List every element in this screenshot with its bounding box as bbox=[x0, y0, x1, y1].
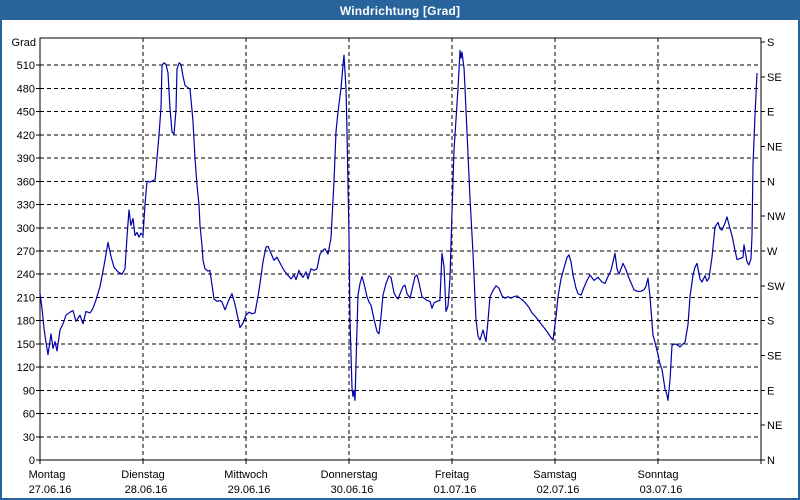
y-right-tick-label: S bbox=[767, 316, 774, 328]
y-left-tick-label: 360 bbox=[17, 176, 35, 188]
y-right-tick-label: N bbox=[767, 176, 775, 188]
page-title: Windrichtung [Grad] bbox=[339, 4, 461, 18]
y-left-tick-label: 450 bbox=[17, 107, 35, 119]
y-left-tick-label: 420 bbox=[17, 130, 35, 142]
y-right-tick-label: W bbox=[767, 246, 778, 258]
x-date-label: 02.07.16 bbox=[537, 484, 580, 496]
x-date-label: 01.07.16 bbox=[434, 484, 477, 496]
y-right-tick-label: SW bbox=[767, 281, 785, 293]
chart-canvas: 0 30 60 90 120 150 180 210 240 270 300 330 360 390 420… bbox=[12, 37, 786, 496]
wind-direction-chart: 0 30 60 90 120 150 180 210 240 270 300 330 360 390 420… bbox=[2, 20, 798, 498]
x-day-label: Freitag bbox=[435, 469, 469, 481]
x-day-label: Samstag bbox=[533, 469, 576, 481]
y-left-axis-title: Grad bbox=[12, 37, 36, 49]
x-day-label: Donnerstag bbox=[321, 469, 378, 481]
x-day-label: Mittwoch bbox=[224, 469, 267, 481]
right-axis: N NE E SE S SW W NW N NE E SE S bbox=[761, 37, 786, 467]
y-right-tick-label: NE bbox=[767, 142, 782, 154]
x-day-label: Dienstag bbox=[121, 469, 164, 481]
x-date-label: 03.07.16 bbox=[640, 484, 683, 496]
x-date-label: 29.06.16 bbox=[228, 484, 271, 496]
plot-border bbox=[39, 37, 762, 461]
y-left-tick-label: 90 bbox=[23, 385, 35, 397]
y-left-tick-label: 0 bbox=[29, 455, 35, 467]
y-gridlines bbox=[40, 64, 761, 438]
x-date-label: 30.06.16 bbox=[331, 484, 374, 496]
left-axis: 0 30 60 90 120 150 180 210 240 270 300 330 360 390 420… bbox=[12, 37, 40, 467]
y-left-tick-label: 390 bbox=[17, 153, 35, 165]
y-right-tick-label: E bbox=[767, 107, 774, 119]
y-left-tick-label: 240 bbox=[17, 269, 35, 281]
y-left-tick-label: 120 bbox=[17, 362, 35, 374]
x-day-label: Montag bbox=[29, 469, 66, 481]
y-left-tick-label: 510 bbox=[17, 60, 35, 72]
y-left-tick-label: 480 bbox=[17, 83, 35, 95]
y-right-tick-label: E bbox=[767, 385, 774, 397]
y-left-tick-label: 300 bbox=[17, 223, 35, 235]
y-left-tick-label: 330 bbox=[17, 200, 35, 212]
y-left-tick-label: 60 bbox=[23, 409, 35, 421]
plot-area bbox=[40, 38, 761, 460]
y-left-tick-label: 150 bbox=[17, 339, 35, 351]
y-right-tick-label: SE bbox=[767, 72, 782, 84]
y-left-tick-label: 180 bbox=[17, 316, 35, 328]
y-right-tick-label: NW bbox=[767, 211, 786, 223]
y-left-tick-label: 30 bbox=[23, 432, 35, 444]
x-date-label: 28.06.16 bbox=[125, 484, 168, 496]
series-line-windrichtung bbox=[39, 49, 758, 401]
y-right-tick-label: NE bbox=[767, 420, 782, 432]
window-title-bar: Windrichtung [Grad] bbox=[2, 2, 798, 20]
y-right-tick-label: SE bbox=[767, 351, 782, 363]
x-axis: Montag 27.06.16 Dienstag 28.06.16 Mittwoch 29… bbox=[29, 460, 762, 496]
y-right-tick-label: N bbox=[767, 455, 775, 467]
x-day-label: Sonntag bbox=[638, 469, 679, 481]
x-date-label: 27.06.16 bbox=[29, 484, 72, 496]
y-right-tick-label: S bbox=[767, 37, 774, 49]
y-left-tick-label: 210 bbox=[17, 292, 35, 304]
y-left-tick-label: 270 bbox=[17, 246, 35, 258]
